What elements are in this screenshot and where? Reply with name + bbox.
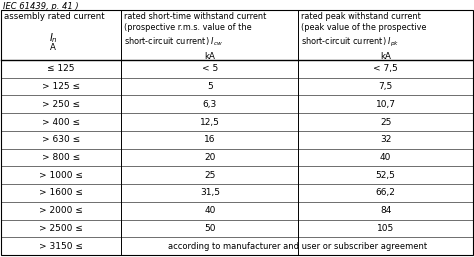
Text: > 2500 ≤: > 2500 ≤ (39, 224, 83, 233)
Text: IEC 61439, p. 41 ): IEC 61439, p. 41 ) (3, 2, 79, 11)
Text: rated peak withstand current
(peak value of the prospective
short-circuit curren: rated peak withstand current (peak value… (301, 12, 427, 49)
Text: 5: 5 (207, 82, 213, 91)
Text: > 2000 ≤: > 2000 ≤ (39, 206, 83, 215)
Text: A: A (50, 43, 56, 52)
Text: > 1000 ≤: > 1000 ≤ (39, 171, 83, 180)
Text: 66,2: 66,2 (376, 188, 396, 197)
Text: < 7,5: < 7,5 (374, 64, 398, 73)
Text: 10,7: 10,7 (376, 100, 396, 109)
Text: > 1600 ≤: > 1600 ≤ (39, 188, 83, 197)
Text: 32: 32 (380, 135, 392, 144)
Text: 40: 40 (204, 206, 216, 215)
Text: 50: 50 (204, 224, 216, 233)
Text: 6,3: 6,3 (203, 100, 217, 109)
Text: 105: 105 (377, 224, 394, 233)
Text: < 5: < 5 (202, 64, 218, 73)
Text: 25: 25 (380, 117, 392, 126)
Text: > 630 ≤: > 630 ≤ (42, 135, 80, 144)
Text: assembly rated current: assembly rated current (4, 12, 105, 21)
Text: ≤ 125: ≤ 125 (47, 64, 75, 73)
Text: rated short-time withstand current
(prospective r.m.s. value of the
short-circui: rated short-time withstand current (pros… (124, 12, 267, 48)
Text: $\mathit{I_n}$: $\mathit{I_n}$ (49, 31, 58, 45)
Text: 84: 84 (380, 206, 392, 215)
Text: > 3150 ≤: > 3150 ≤ (39, 242, 83, 251)
Text: 40: 40 (380, 153, 392, 162)
Text: 31,5: 31,5 (200, 188, 220, 197)
Text: > 800 ≤: > 800 ≤ (42, 153, 80, 162)
Text: 25: 25 (204, 171, 216, 180)
Text: kA: kA (380, 52, 391, 61)
Text: > 125 ≤: > 125 ≤ (42, 82, 80, 91)
Text: > 250 ≤: > 250 ≤ (42, 100, 80, 109)
Text: > 400 ≤: > 400 ≤ (42, 117, 80, 126)
Text: kA: kA (204, 52, 215, 61)
Text: 12,5: 12,5 (200, 117, 220, 126)
Text: 16: 16 (204, 135, 216, 144)
Text: 20: 20 (204, 153, 216, 162)
Text: 7,5: 7,5 (379, 82, 393, 91)
Text: 52,5: 52,5 (376, 171, 396, 180)
Text: according to manufacturer and user or subscriber agreement: according to manufacturer and user or su… (168, 242, 427, 251)
